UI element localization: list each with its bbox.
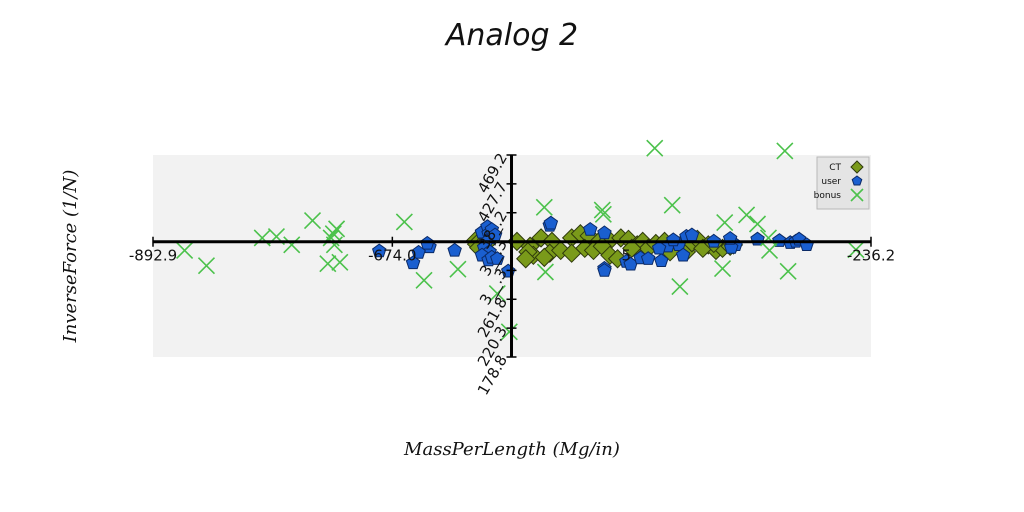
y-axis-title: InverseForce (1/N) (60, 170, 81, 344)
data-point-bonus (647, 140, 663, 156)
x-tick-label: -674.0 (368, 247, 416, 265)
legend-label-CT: CT (829, 163, 841, 173)
x-tick-label-partial: 5 (622, 247, 632, 265)
legend-label-user: user (821, 177, 841, 187)
legend: CT user bonus (814, 157, 869, 209)
legend-label-bonus: bonus (814, 191, 842, 201)
chart-title: Analog 2 (444, 18, 578, 53)
x-tick-label: -892.9 (129, 247, 177, 265)
x-axis-title: MassPerLength (Mg/in) (403, 439, 620, 460)
x-tick-label: -236.2 (847, 247, 895, 265)
